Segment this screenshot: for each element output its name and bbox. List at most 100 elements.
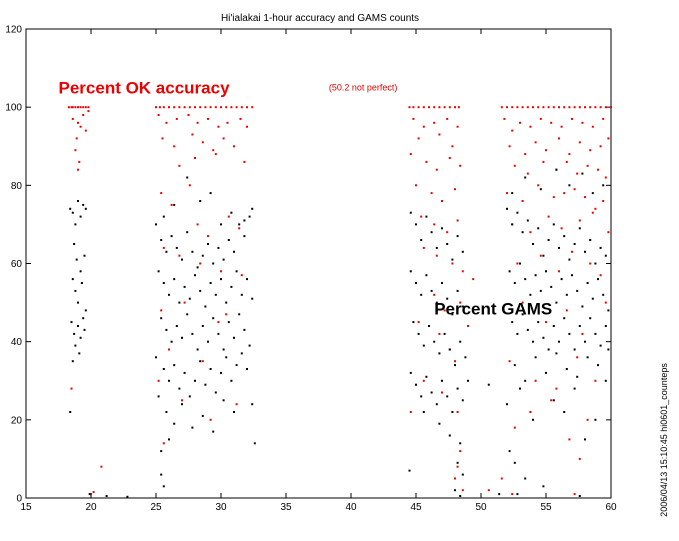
scatter-point <box>459 340 462 343</box>
scatter-point <box>513 426 516 429</box>
scatter-point <box>160 450 163 453</box>
scatter-point <box>230 379 233 382</box>
scatter-point <box>438 352 441 355</box>
scatter-point <box>563 411 566 413</box>
scatter-point <box>191 133 194 136</box>
scatter-point <box>173 278 176 281</box>
scatter-point <box>443 106 446 109</box>
scatter-point <box>170 340 173 343</box>
scatter-point <box>602 184 605 187</box>
scatter-point <box>529 411 532 413</box>
scatter-point <box>545 371 547 374</box>
scatter-point <box>207 243 209 245</box>
scatter-point <box>438 332 441 335</box>
scatter-point <box>248 215 251 218</box>
x-tick-label: 30 <box>215 502 227 513</box>
scatter-point <box>472 278 475 281</box>
scatter-point <box>591 125 594 128</box>
scatter-point <box>77 325 79 327</box>
scatter-point <box>461 305 464 308</box>
scatter-point <box>209 418 212 421</box>
scatter-point <box>199 289 202 292</box>
scatter-point <box>513 461 516 464</box>
scatter-point <box>443 332 446 335</box>
scatter-point <box>448 434 451 437</box>
x-tick-label: 20 <box>85 502 97 513</box>
scatter-point <box>212 317 215 320</box>
scatter-point <box>433 121 436 124</box>
scatter-point <box>565 160 568 163</box>
scatter-point <box>550 285 553 288</box>
scatter-point <box>83 254 86 257</box>
scatter-point <box>186 313 189 316</box>
scatter-point <box>77 200 79 202</box>
scatter-point <box>69 207 72 210</box>
scatter-point <box>73 332 76 335</box>
scatter-point <box>441 200 443 202</box>
scatter-point <box>162 282 165 284</box>
data-points <box>67 106 612 498</box>
scatter-point <box>415 282 417 284</box>
scatter-point <box>524 477 527 480</box>
scatter-point <box>532 340 534 343</box>
scatter-point <box>87 106 90 109</box>
scatter-point <box>409 270 412 273</box>
scatter-point <box>581 305 584 308</box>
scatter-point <box>537 227 540 230</box>
scatter-point <box>70 387 73 390</box>
side-timestamp-label: 2006/04/13 15:10:45 hi0601_counteps <box>659 363 669 517</box>
scatter-point <box>420 239 423 241</box>
scatter-point <box>173 106 176 109</box>
scatter-point <box>157 114 160 116</box>
scatter-point <box>160 473 163 476</box>
scatter-point <box>80 282 83 284</box>
scatter-point <box>584 438 586 441</box>
scatter-point <box>246 125 248 128</box>
scatter-point <box>235 403 238 406</box>
scatter-point <box>558 246 560 249</box>
scatter-point <box>529 293 532 296</box>
scatter-point <box>160 317 163 320</box>
scatter-point <box>74 149 77 152</box>
scatter-point <box>187 114 190 116</box>
scatter-point <box>599 106 602 109</box>
scatter-point <box>160 192 163 195</box>
scatter-point <box>82 114 85 116</box>
scatter-point <box>191 250 194 253</box>
scatter-point <box>79 215 82 218</box>
scatter-point <box>578 325 581 327</box>
scatter-point <box>183 371 186 374</box>
scatter-point <box>409 371 412 374</box>
scatter-point <box>422 344 425 347</box>
scatter-point <box>194 157 196 159</box>
scatter-point <box>435 254 438 257</box>
annotation-label: Percent GAMS <box>434 299 552 318</box>
scatter-point <box>188 106 191 109</box>
scatter-point <box>226 121 229 124</box>
x-tick-label: 60 <box>605 502 617 513</box>
scatter-point <box>456 411 459 413</box>
scatter-point <box>233 250 235 253</box>
scatter-point <box>87 110 90 113</box>
scatter-point <box>461 489 464 492</box>
scatter-point <box>251 403 254 406</box>
scatter-point <box>240 274 243 277</box>
scatter-point <box>607 137 610 140</box>
annotation-label: (50.2 not perfect) <box>329 83 398 93</box>
x-tick-label: 35 <box>280 502 292 513</box>
scatter-point <box>581 121 584 124</box>
scatter-point <box>524 176 527 179</box>
scatter-point <box>433 340 436 343</box>
scatter-point <box>214 106 217 109</box>
scatter-point <box>238 223 241 226</box>
scatter-point <box>511 223 514 226</box>
scatter-point <box>576 375 579 378</box>
y-tick-label: 20 <box>11 415 23 426</box>
scatter-point <box>178 254 181 257</box>
scatter-point <box>175 117 178 120</box>
scatter-point <box>604 301 607 304</box>
scatter-point <box>508 145 511 148</box>
scatter-point <box>542 485 545 488</box>
scatter-point <box>526 106 529 109</box>
